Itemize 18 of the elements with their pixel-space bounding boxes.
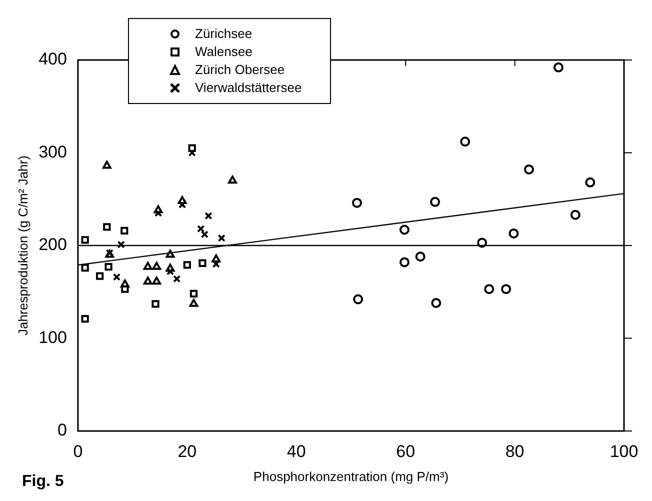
legend-label: Vierwaldstättersee bbox=[195, 79, 302, 97]
x-tick-label: 100 bbox=[610, 442, 638, 461]
legend-label: Zürich Obersee bbox=[195, 61, 285, 79]
y-tick-label: 200 bbox=[38, 235, 67, 254]
y-tick-label: 400 bbox=[38, 50, 67, 69]
y-tick-label: 100 bbox=[38, 328, 67, 347]
y-tick-label: 0 bbox=[57, 420, 67, 440]
caption: Fig. 5 bbox=[22, 473, 64, 491]
y-tick-label: 300 bbox=[38, 142, 67, 162]
x-tick-label: 20 bbox=[178, 442, 197, 461]
x-axis-title: Phosphorkonzentration (mg P/m³) bbox=[253, 468, 449, 484]
y-axis-title: Jahresproduktion (g C/m² Jahr) bbox=[15, 156, 30, 336]
legend-label: Walensee bbox=[195, 43, 252, 61]
legend-label: Zürichsee bbox=[195, 25, 252, 43]
x-tick-label: 60 bbox=[396, 442, 416, 461]
x-tick-label: 80 bbox=[505, 442, 524, 461]
x-tick-label: 0 bbox=[73, 442, 83, 461]
x-tick-label: 40 bbox=[286, 442, 306, 461]
